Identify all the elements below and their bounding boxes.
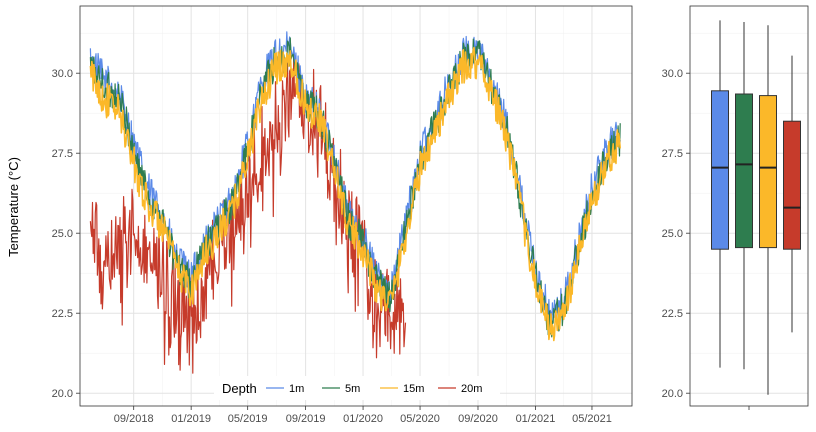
legend-label-5m: 5m bbox=[345, 383, 360, 395]
box-1m bbox=[711, 90, 729, 250]
y-tick-label: 20.0 bbox=[52, 388, 73, 400]
x-tick-label: 05/2019 bbox=[228, 413, 268, 425]
x-tick-label: 09/2020 bbox=[458, 413, 498, 425]
box-15m bbox=[759, 95, 777, 249]
y-axis-label: Temperature (°C) bbox=[6, 157, 21, 257]
y-tick-label: 22.5 bbox=[52, 308, 73, 320]
box-y-tick-label: 22.5 bbox=[662, 308, 683, 320]
x-tick-label: 05/2020 bbox=[400, 413, 440, 425]
boxplot-panel: 20.0 22.5 25.0 27.5 30.0 bbox=[662, 5, 809, 410]
boxplot-boxes bbox=[711, 20, 801, 395]
timeseries-panel: 20.0 22.5 25.0 27.5 30.0 09/2018 01/2019 05/20… bbox=[52, 5, 633, 425]
x-tick-label: 01/2020 bbox=[343, 413, 383, 425]
timeseries-lines bbox=[89, 31, 621, 374]
timeseries-y-ticks: 20.0 22.5 25.0 27.5 30.0 bbox=[52, 68, 80, 400]
x-tick-label: 01/2019 bbox=[171, 413, 211, 425]
boxplot-y-ticks: 20.0 22.5 25.0 27.5 30.0 bbox=[662, 68, 690, 400]
x-tick-label: 09/2019 bbox=[286, 413, 326, 425]
box-5m bbox=[735, 93, 753, 249]
y-tick-label: 30.0 bbox=[52, 68, 73, 80]
legend-label-20m: 20m bbox=[461, 383, 482, 395]
legend-label-1m: 1m bbox=[289, 383, 304, 395]
box-y-tick-label: 27.5 bbox=[662, 148, 683, 160]
box-y-tick-label: 30.0 bbox=[662, 68, 683, 80]
y-tick-label: 25.0 bbox=[52, 228, 73, 240]
box-20m bbox=[783, 120, 801, 250]
legend-label-15m: 15m bbox=[403, 383, 424, 395]
x-tick-label: 09/2018 bbox=[114, 413, 154, 425]
legend-title: Depth bbox=[222, 381, 257, 396]
x-tick-label: 01/2021 bbox=[516, 413, 556, 425]
timeseries-x-ticks: 09/2018 01/2019 05/2019 09/2019 01/2020 05/20… bbox=[114, 406, 612, 425]
timeseries-panel-border bbox=[79, 5, 633, 407]
box-y-tick-label: 20.0 bbox=[662, 388, 683, 400]
series-line-15m bbox=[89, 46, 621, 342]
legend: Depth 1m 5m 15m 20m bbox=[214, 376, 500, 400]
timeseries-gridlines bbox=[80, 6, 632, 406]
box-y-tick-label: 25.0 bbox=[662, 228, 683, 240]
x-tick-label: 05/2021 bbox=[572, 413, 612, 425]
y-tick-label: 27.5 bbox=[52, 148, 73, 160]
